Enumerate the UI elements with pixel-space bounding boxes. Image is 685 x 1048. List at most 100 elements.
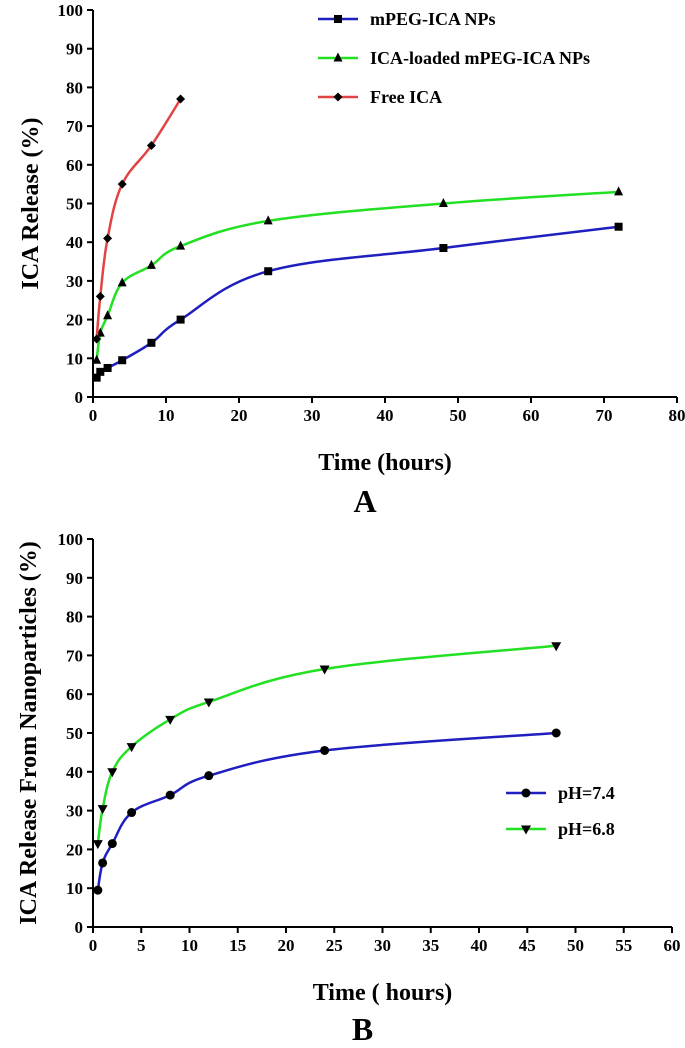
y-tick-label: 80 — [66, 78, 83, 97]
data-point — [126, 743, 137, 753]
x-tick-label: 55 — [615, 936, 632, 955]
y-tick-label: 70 — [66, 646, 83, 665]
legend-label: ICA-loaded mPEG-ICA NPs — [370, 48, 590, 68]
legend-marker — [521, 788, 531, 798]
x-tick-label: 35 — [422, 936, 439, 955]
data-point — [96, 367, 105, 376]
series-pH=6.8 — [92, 642, 562, 850]
panel-label: B — [352, 1011, 373, 1047]
data-point — [107, 768, 118, 778]
series-line — [96, 731, 558, 892]
series-line — [95, 190, 620, 362]
data-point — [118, 356, 127, 365]
legend-entry: pH=7.4 — [506, 783, 615, 803]
data-point — [95, 291, 105, 301]
data-point — [92, 334, 102, 344]
legend-label: pH=7.4 — [558, 783, 615, 803]
series-line — [96, 644, 558, 845]
y-tick-label: 20 — [66, 311, 83, 330]
y-tick-label: 70 — [66, 117, 83, 136]
data-point — [165, 715, 176, 725]
x-tick-label: 60 — [523, 406, 540, 425]
y-tick-label: 30 — [66, 802, 83, 821]
y-tick-label: 30 — [66, 272, 83, 291]
series-ICA-loaded mPEG-ICA NPs — [92, 186, 624, 364]
data-point — [97, 805, 108, 815]
data-point — [263, 215, 273, 225]
legend-entry: mPEG-ICA NPs — [318, 9, 496, 29]
y-axis-title: ICA Release From Nanoparticles (%) — [16, 541, 42, 924]
data-point — [92, 354, 102, 364]
data-point — [107, 839, 117, 849]
data-point — [103, 310, 113, 320]
x-axis-title: Time (hours) — [318, 450, 452, 476]
data-point — [117, 277, 127, 287]
data-point — [146, 140, 156, 150]
x-tick-label: 20 — [231, 406, 248, 425]
x-tick-label: 30 — [304, 406, 321, 425]
data-point — [165, 790, 175, 800]
legend-label: mPEG-ICA NPs — [370, 9, 496, 29]
x-tick-label: 0 — [89, 936, 98, 955]
data-point — [127, 808, 137, 818]
data-point — [176, 94, 186, 104]
x-tick-label: 50 — [450, 406, 467, 425]
x-tick-label: 80 — [669, 406, 685, 425]
y-tick-label: 0 — [75, 918, 84, 937]
data-point — [146, 259, 156, 269]
data-point — [438, 198, 448, 207]
series-pH=7.4 — [93, 728, 561, 895]
x-tick-label: 40 — [471, 936, 488, 955]
data-point — [439, 244, 448, 253]
chart-panel-B: 0 10 20 30 40 50 60 70 80 90 100 0 5 10 15 20 25 30 35 40 45… — [16, 530, 681, 1047]
y-tick-label: 100 — [58, 1, 84, 20]
legend-marker — [333, 92, 343, 102]
data-point — [551, 728, 561, 738]
x-tick-label: 45 — [519, 936, 536, 955]
y-tick-label: 60 — [66, 156, 83, 175]
data-point — [204, 771, 214, 781]
y-axis-title: ICA Release (%) — [18, 118, 44, 290]
x-tick-label: 0 — [89, 406, 98, 425]
x-axis-title: Time ( hours) — [313, 980, 453, 1006]
x-tick-label: 10 — [158, 406, 175, 425]
legend-label: pH=6.8 — [558, 819, 615, 839]
y-tick-label: 20 — [66, 840, 83, 859]
data-point — [93, 885, 103, 895]
y-tick-label: 10 — [66, 879, 83, 898]
panel-label: A — [353, 483, 376, 519]
data-point — [92, 840, 103, 850]
data-point — [103, 363, 112, 372]
data-point — [98, 858, 108, 868]
x-tick-label: 20 — [278, 936, 295, 955]
data-point — [117, 179, 127, 189]
data-point — [264, 267, 273, 276]
legend-label: Free ICA — [370, 87, 442, 107]
data-point — [320, 745, 330, 755]
data-point — [176, 240, 186, 250]
data-point — [203, 698, 214, 708]
y-tick-label: 0 — [75, 388, 84, 407]
x-tick-label: 10 — [181, 936, 198, 955]
data-point — [176, 315, 185, 324]
y-tick-label: 40 — [66, 763, 83, 782]
chart-panel-A: 0 10 20 30 40 50 60 70 80 90 100 0 10 20 30 40 50 60 70 80 T… — [18, 1, 685, 519]
legend-entry: pH=6.8 — [506, 819, 615, 839]
legend-marker — [521, 825, 531, 835]
data-point — [92, 373, 101, 382]
series-mPEG-ICA NPs — [92, 222, 623, 382]
x-tick-label: 50 — [567, 936, 584, 955]
legend-entry: Free ICA — [318, 87, 442, 107]
data-point — [614, 186, 624, 196]
data-point — [147, 338, 156, 347]
data-point — [614, 222, 623, 231]
data-point — [551, 642, 562, 652]
x-tick-label: 60 — [664, 936, 681, 955]
x-tick-label: 5 — [137, 936, 146, 955]
y-tick-label: 50 — [66, 724, 83, 743]
x-tick-label: 40 — [377, 406, 394, 425]
y-tick-label: 40 — [66, 233, 83, 252]
legend-marker — [333, 52, 343, 62]
data-point — [103, 233, 113, 243]
